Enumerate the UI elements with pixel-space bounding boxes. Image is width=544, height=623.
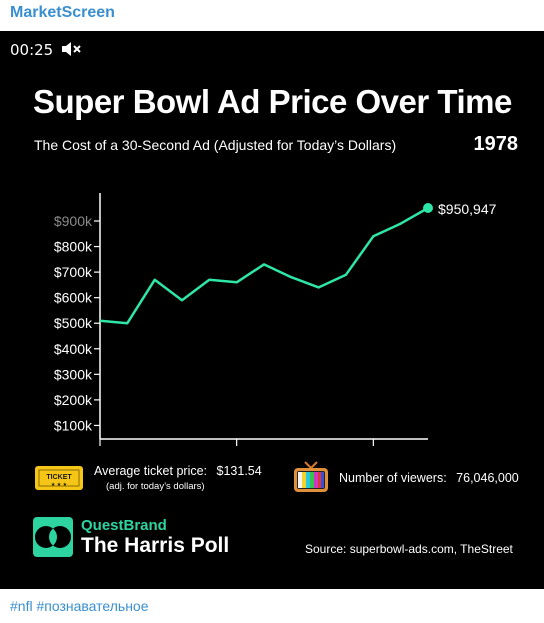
y-tick-label: $100k: [54, 417, 93, 433]
y-tick-label: $600k: [54, 290, 93, 306]
tag-educational[interactable]: #познавательное: [36, 598, 149, 614]
tag-nfl[interactable]: #nfl: [10, 598, 33, 614]
ticket-icon-text: TICKET: [46, 474, 72, 481]
channel-name[interactable]: MarketScreen: [10, 4, 115, 21]
speaker-muted-icon[interactable]: [60, 40, 82, 58]
brand-subtitle: The Harris Poll: [81, 534, 230, 557]
viewers-stat: Number of viewers: 76,046,000: [293, 461, 519, 495]
viewers-value: 76,046,000: [456, 471, 519, 485]
y-tick-label: $200k: [54, 392, 93, 408]
brand-block: QuestBrand The Harris Poll: [33, 517, 229, 557]
source-note: Source: superbowl-ads.com, TheStreet: [305, 542, 513, 556]
video-player[interactable]: 00:25 Super Bowl Ad Price Over Time The …: [0, 31, 544, 589]
current-year: 1978: [473, 133, 519, 155]
post-tags: #nfl #познавательное: [10, 598, 149, 614]
latest-price-point: [423, 202, 433, 213]
price-series-line: [99, 206, 429, 325]
questbrand-logo-icon: [33, 517, 73, 557]
tv-icon: [294, 461, 328, 492]
y-tick-label: $700k: [54, 264, 93, 280]
graphic-title: Super Bowl Ad Price Over Time: [33, 83, 512, 120]
viewers-label: Number of viewers:: [339, 471, 447, 485]
ticket-price-stat: TICKET ★ ★ ★ Average ticket price: $131.…: [34, 464, 262, 492]
ticket-price-value: $131.54: [216, 464, 262, 478]
video-time: 00:25: [10, 41, 54, 59]
latest-price-label: $950,947: [438, 201, 497, 217]
y-tick-label: $300k: [54, 366, 93, 382]
channel-header: MarketScreen: [0, 0, 544, 30]
price-line-chart: $100k $200k $300k $400k $500k $600k $700k $800k…: [54, 193, 497, 446]
y-tick-label: $900k: [54, 213, 93, 229]
y-tick-label: $400k: [54, 341, 93, 357]
svg-text:★ ★ ★: ★ ★ ★: [51, 482, 68, 488]
ticket-price-note: (adj. for today’s dollars): [106, 481, 205, 492]
y-tick-label: $800k: [54, 239, 93, 255]
ticket-icon: TICKET ★ ★ ★: [35, 466, 83, 490]
graphic-subtitle: The Cost of a 30-Second Ad (Adjusted for…: [34, 137, 397, 153]
brand-name: QuestBrand: [81, 517, 167, 534]
y-tick-label: $500k: [54, 315, 93, 331]
ticket-price-label: Average ticket price:: [94, 464, 208, 478]
